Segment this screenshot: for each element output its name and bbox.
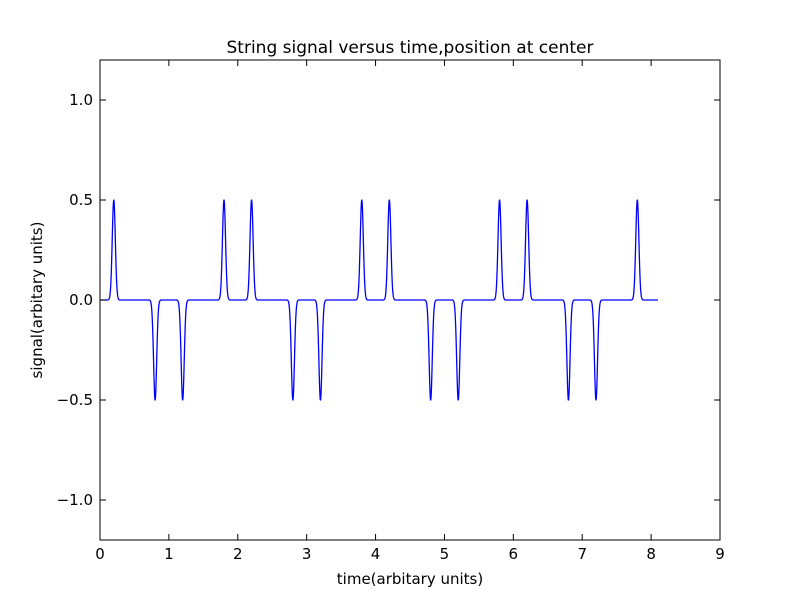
- x-tick-label: 5: [440, 545, 450, 563]
- x-tick-label: 4: [371, 545, 381, 563]
- x-tick-label: 1: [164, 545, 174, 563]
- series-line-0: [99, 199, 659, 401]
- y-axis-label: signal(arbitary units): [28, 222, 46, 379]
- y-tick-label: −1.0: [57, 491, 93, 509]
- x-tick-label: 0: [95, 545, 105, 563]
- x-tick-label: 6: [509, 545, 519, 563]
- y-tick-label: 0.5: [69, 191, 93, 209]
- x-axis-label: time(arbitary units): [337, 570, 483, 588]
- x-tick-label: 9: [715, 545, 725, 563]
- plot-area: 0 1 2 3 4 5 6 7 8 9 −1.0 −0.5 0.0 0.5 1.0: [57, 59, 725, 563]
- y-tick-label: 1.0: [69, 91, 93, 109]
- y-tick-label: −0.5: [57, 391, 93, 409]
- x-tick-label: 2: [233, 545, 243, 563]
- y-tick-label: 0.0: [69, 291, 93, 309]
- x-tick-label: 3: [302, 545, 312, 563]
- x-tick-label: 8: [646, 545, 656, 563]
- chart-title: String signal versus time,position at ce…: [227, 38, 594, 58]
- x-tick-label: 7: [577, 545, 587, 563]
